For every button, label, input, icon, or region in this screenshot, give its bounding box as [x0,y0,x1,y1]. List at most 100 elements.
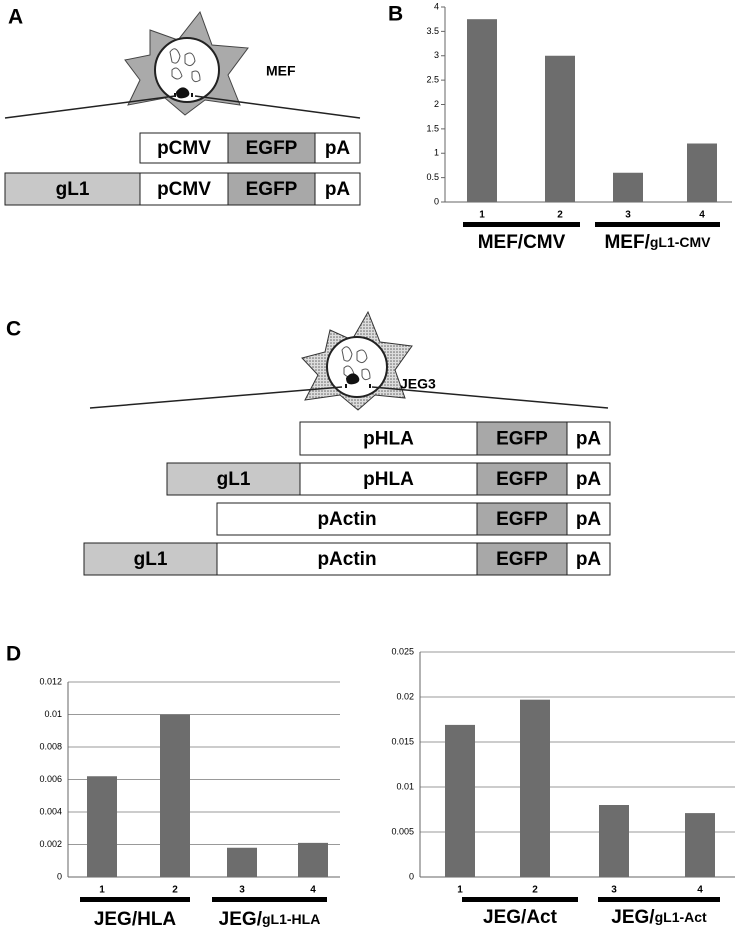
construct-label: pA [325,179,351,200]
x-tick-label: 2 [532,885,538,896]
group-label: JEG/gL1-Act [611,907,707,928]
y-tick-label: 2.5 [426,75,439,85]
group-label-part: gL1-Act [655,909,707,925]
construct-box [566,421,611,456]
group-label-part: gL1-CMV [650,234,711,250]
y-tick-label: 0.002 [39,839,62,849]
group-bar [598,897,720,902]
y-tick-label: 0 [434,196,439,206]
construct-label: pA [576,429,602,450]
construct-box [476,542,568,576]
group-bar [212,897,327,902]
construct-box [139,172,229,206]
construct-label: EGFP [496,429,548,450]
construct-box [476,462,568,496]
bar [445,724,475,877]
y-tick-label: 0.5 [426,172,439,182]
group-label-part: MEF/CMV [478,232,566,253]
y-tick-label: 0.02 [396,691,414,701]
group-bar [463,222,580,227]
zoom-line [194,95,361,119]
panel-label: B [388,3,403,26]
construct-box [476,421,568,456]
construct-box [566,502,611,536]
x-tick-label: 3 [625,210,631,221]
panel-label: D [6,643,21,666]
bar [613,172,643,202]
construct-box [476,502,568,536]
group-label: JEG/gL1-HLA [219,909,321,930]
x-tick-label: 4 [697,885,703,896]
bar [687,143,717,202]
bar [599,805,629,877]
zoom-line [89,386,343,409]
x-tick-label: 1 [99,885,105,896]
construct-box [4,172,141,206]
y-tick-label: 1.5 [426,123,439,133]
group-label: MEF/CMV [478,232,566,253]
group-label-part: JEG/HLA [94,909,177,930]
cell-label: MEF [266,63,296,79]
construct-label: EGFP [496,469,548,490]
construct-label: EGFP [246,179,298,200]
zoom-line [371,386,609,409]
y-tick-label: 0 [57,871,62,881]
construct-label: gL1 [56,179,90,200]
group-label: JEG/HLA [94,909,177,930]
construct-label: gL1 [217,469,251,490]
y-tick-label: 0.004 [39,806,62,816]
x-tick-label: 2 [557,210,563,221]
construct-box [216,502,478,536]
group-bar [80,897,190,902]
y-tick-label: 0.025 [391,646,414,656]
construct-label: pHLA [363,469,414,490]
construct-label: pCMV [157,138,211,159]
x-tick-label: 3 [611,885,617,896]
construct-label: EGFP [496,549,548,570]
group-bar [462,897,578,902]
panel-label: C [6,318,21,341]
group-label-part: gL1-HLA [262,911,320,927]
group-label: MEF/gL1-CMV [604,232,711,253]
y-tick-label: 0.008 [39,741,62,751]
construct-label: pActin [317,509,376,530]
construct-label: pA [576,509,602,530]
x-tick-label: 4 [699,210,705,221]
y-tick-label: 4 [434,1,439,11]
y-tick-label: 0.01 [44,709,62,719]
y-tick-label: 0.015 [391,736,414,746]
bar [87,776,117,877]
construct-label: pHLA [363,429,414,450]
group-label-part: JEG/ [611,907,655,928]
x-tick-label: 1 [479,210,485,221]
construct-box [299,462,478,496]
group-label: JEG/Act [483,907,558,928]
group-bar [595,222,720,227]
construct-label: EGFP [496,509,548,530]
group-label-part: JEG/ [219,909,263,930]
construct-box [314,132,361,164]
y-tick-label: 3.5 [426,26,439,36]
group-label-part: MEF/ [604,232,650,253]
construct-label: pActin [317,549,376,570]
construct-label: EGFP [246,138,298,159]
construct-label: pA [576,549,602,570]
construct-box [314,172,361,206]
bar [467,19,497,202]
construct-label: pA [325,138,351,159]
construct-box [83,542,218,576]
x-tick-label: 3 [239,885,245,896]
y-tick-label: 0.01 [396,781,414,791]
y-tick-label: 1 [434,148,439,158]
bar [227,847,257,877]
group-label-part: JEG/Act [483,907,558,928]
construct-label: pCMV [157,179,211,200]
construct-box [566,542,611,576]
y-tick-label: 2 [434,99,439,109]
x-tick-label: 1 [457,885,463,896]
bar [160,714,190,877]
y-tick-label: 0 [409,871,414,881]
bar [520,699,550,877]
construct-box [227,172,316,206]
